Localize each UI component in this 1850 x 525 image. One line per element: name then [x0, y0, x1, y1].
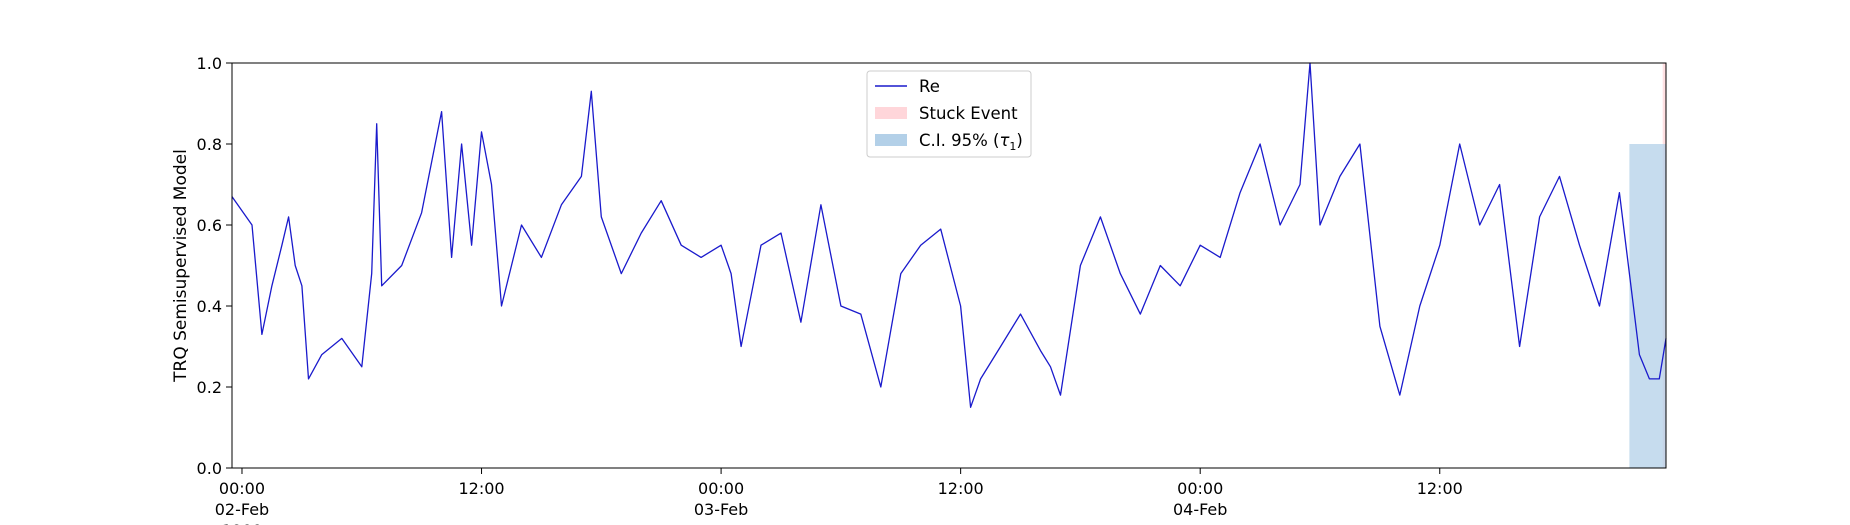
- y-tick-label: 0.4: [197, 297, 222, 316]
- x-tick-label: 00:00: [219, 479, 265, 498]
- series-line-0: [231, 62, 1667, 408]
- x-tick-label: 03-Feb: [694, 500, 748, 519]
- y-axis-label: TRQ Semisupervised Model: [171, 149, 191, 383]
- legend-swatch: [875, 107, 907, 119]
- x-tick-label: 00:00: [1177, 479, 1223, 498]
- x-axis-ticks: 00:00 02-Feb 1900 12:00 00:00 03-Feb 12:00 00:0…: [215, 468, 1463, 525]
- y-tick-label: 1.0: [197, 54, 222, 73]
- x-tick-label: 12:00: [458, 479, 504, 498]
- x-tick-label: 12:00: [1417, 479, 1463, 498]
- legend-swatch: [875, 134, 907, 146]
- highlight-spans: [1629, 63, 1666, 468]
- y-axis-ticks: 0.0 0.2 0.4 0.6 0.8 1.0: [197, 54, 232, 478]
- x-tick-label: 1900: [222, 521, 263, 525]
- plot-frame: [231, 62, 1667, 469]
- series-lines: [231, 62, 1667, 408]
- y-tick-label: 0.6: [197, 216, 222, 235]
- x-tick-label: 12:00: [938, 479, 984, 498]
- x-tick-label: 00:00: [698, 479, 744, 498]
- y-tick-label: 0.8: [197, 135, 222, 154]
- span-1: [1629, 144, 1666, 468]
- legend: Re Stuck Event C.I. 95% (τ1): [866, 70, 1032, 158]
- y-tick-label: 0.2: [197, 378, 222, 397]
- legend-label: Re: [919, 77, 940, 96]
- legend-label: C.I. 95% (τ1): [919, 131, 1023, 153]
- x-tick-label: 04-Feb: [1173, 500, 1227, 519]
- x-tick-label: 02-Feb: [215, 500, 269, 519]
- y-tick-label: 0.0: [197, 459, 222, 478]
- legend-label: Stuck Event: [919, 104, 1018, 123]
- legend-box: [866, 70, 1032, 158]
